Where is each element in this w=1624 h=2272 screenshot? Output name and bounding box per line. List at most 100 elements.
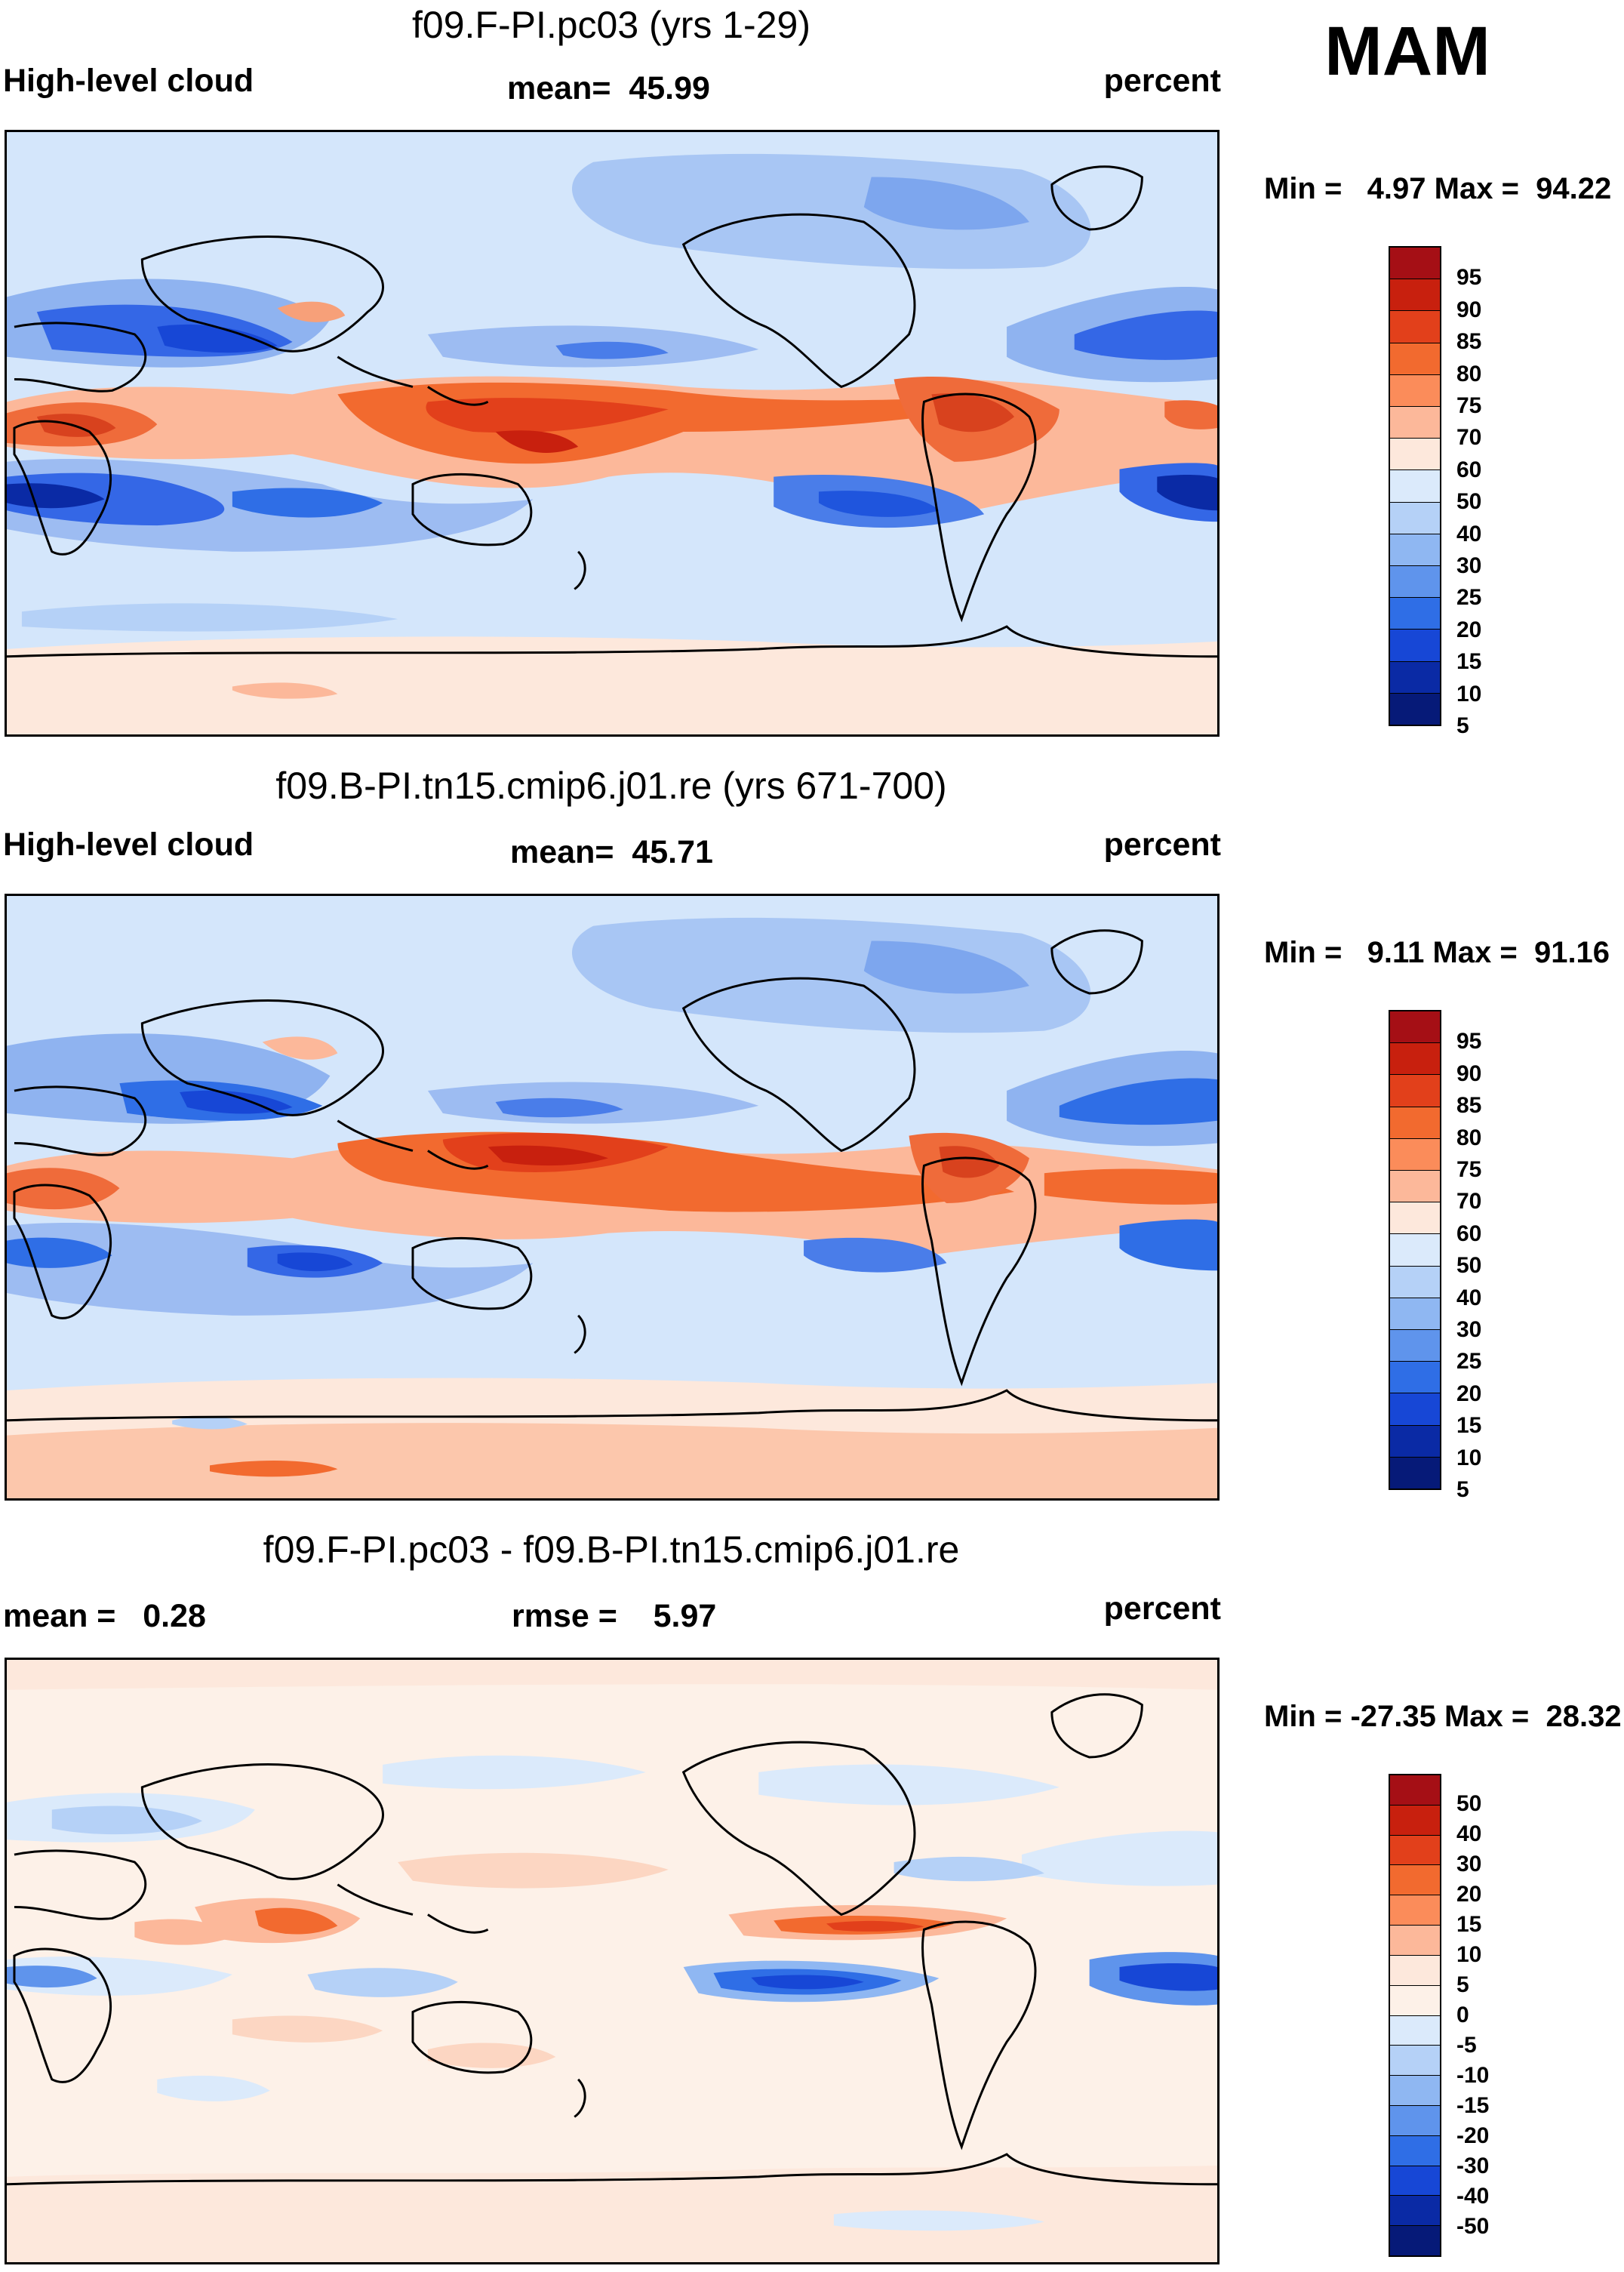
colorbar-label: 0 (1456, 2003, 1469, 2027)
colorbar-swatch (1390, 279, 1440, 312)
panel-2-units-label: percent (1103, 827, 1221, 863)
panel-2-minmax: Min = 9.11 Max = 91.16 (1264, 936, 1610, 969)
colorbar-label: 85 (1456, 329, 1482, 355)
panel-3-rmse-label: rmse = 5.97 (512, 1598, 717, 1634)
colorbar-label: -10 (1456, 2063, 1490, 2088)
colorbar-label: -5 (1456, 2033, 1477, 2058)
colorbar-swatch (1390, 248, 1440, 280)
colorbar-swatch (1390, 1107, 1440, 1139)
panel-1-colorbar-labels: 95 90 85 80 75 70 60 50 40 30 25 20 15 10 5 (1456, 246, 1524, 737)
colorbar-swatch (1390, 1266, 1440, 1298)
colorbar-label: 40 (1456, 521, 1482, 546)
panel-2-mean-label: mean= 45.71 (510, 834, 713, 870)
colorbar-swatch (1390, 630, 1440, 662)
colorbar-label: 5 (1456, 713, 1469, 738)
colorbar-label: 20 (1456, 1381, 1482, 1406)
colorbar-label: -50 (1456, 2214, 1490, 2239)
colorbar-swatch (1390, 1234, 1440, 1267)
colorbar-swatch (1390, 2015, 1440, 2046)
colorbar-swatch (1390, 374, 1440, 408)
colorbar-label: 90 (1456, 297, 1482, 322)
colorbar-label: 75 (1456, 393, 1482, 418)
colorbar-swatch (1390, 2196, 1440, 2227)
colorbar-label: 15 (1456, 1912, 1482, 1937)
colorbar-label: 30 (1456, 1317, 1482, 1342)
colorbar-swatch (1390, 2135, 1440, 2166)
panel-1-variable-label: High-level cloud (3, 63, 254, 99)
colorbar-swatch (1390, 1926, 1440, 1956)
colorbar-swatch (1390, 1865, 1440, 1896)
colorbar-swatch (1390, 2076, 1440, 2106)
colorbar-swatch (1390, 1955, 1440, 1986)
panel-3-contour-field (7, 1660, 1217, 2262)
colorbar-label: -15 (1456, 2093, 1490, 2118)
colorbar-swatch (1390, 1011, 1440, 1044)
colorbar-label: 75 (1456, 1157, 1482, 1182)
colorbar-label: 50 (1456, 1253, 1482, 1279)
panel-1-minmax: Min = 4.97 Max = 94.22 (1264, 172, 1612, 205)
colorbar-swatch (1390, 1457, 1440, 1489)
colorbar-swatch (1390, 1171, 1440, 1203)
colorbar-swatch (1390, 502, 1440, 534)
panel-2-map (5, 894, 1220, 1501)
panel-2-colorbar (1389, 1010, 1441, 1490)
colorbar-label: 80 (1456, 361, 1482, 386)
colorbar-label: 5 (1456, 1477, 1469, 1502)
panel-3-units-label: percent (1103, 1590, 1221, 1627)
colorbar-label: 95 (1456, 1029, 1482, 1054)
colorbar-label: 25 (1456, 585, 1482, 611)
colorbar-label: 80 (1456, 1125, 1482, 1150)
panel-1-contour-field (7, 132, 1217, 734)
colorbar-label: 25 (1456, 1349, 1482, 1375)
colorbar-swatch (1390, 1075, 1440, 1107)
colorbar-swatch (1390, 1425, 1440, 1458)
colorbar-label: 10 (1456, 1445, 1482, 1470)
colorbar-swatch (1390, 1362, 1440, 1394)
colorbar-label: 15 (1456, 649, 1482, 675)
panel-3-colorbar-labels: 50 40 30 20 15 10 5 0 -5 -10 -15 -20 -30 -40 -50 (1456, 1774, 1524, 2257)
colorbar-swatch (1390, 1805, 1440, 1836)
colorbar-label: 60 (1456, 1221, 1482, 1246)
colorbar-swatch (1390, 1202, 1440, 1235)
colorbar-label: 50 (1456, 489, 1482, 515)
panel-1-map (5, 130, 1220, 737)
colorbar-swatch (1390, 1330, 1440, 1362)
panel-1-mean-label: mean= 45.99 (507, 70, 710, 106)
colorbar-label: -40 (1456, 2184, 1490, 2209)
colorbar-label: 20 (1456, 1882, 1482, 1907)
colorbar-label: 95 (1456, 265, 1482, 291)
colorbar-swatch (1390, 2166, 1440, 2197)
colorbar-label: 20 (1456, 617, 1482, 642)
colorbar-label: 10 (1456, 1942, 1482, 1967)
colorbar-label: 70 (1456, 1189, 1482, 1215)
colorbar-swatch (1390, 470, 1440, 503)
colorbar-swatch (1390, 1775, 1440, 1806)
colorbar-label: 70 (1456, 425, 1482, 451)
colorbar-swatch (1390, 343, 1440, 375)
colorbar-swatch (1390, 1393, 1440, 1426)
colorbar-swatch (1390, 566, 1440, 599)
colorbar-swatch (1390, 1043, 1440, 1076)
colorbar-swatch (1390, 1895, 1440, 1926)
colorbar-label: 50 (1456, 1791, 1482, 1816)
colorbar-label: 40 (1456, 1285, 1482, 1310)
colorbar-swatch (1390, 1298, 1440, 1331)
panel-3-title: f09.F-PI.pc03 - f09.B-PI.tn15.cmip6.j01.… (263, 1529, 960, 1571)
colorbar-swatch (1390, 311, 1440, 343)
colorbar-swatch (1390, 661, 1440, 694)
colorbar-swatch (1390, 407, 1440, 439)
colorbar-swatch (1390, 2046, 1440, 2077)
panel-3-mean-label: mean = 0.28 (3, 1598, 206, 1634)
colorbar-label: 30 (1456, 553, 1482, 578)
colorbar-swatch (1390, 1835, 1440, 1866)
colorbar-swatch (1390, 2226, 1440, 2255)
colorbar-swatch (1390, 1138, 1440, 1171)
colorbar-swatch (1390, 534, 1440, 567)
colorbar-label: 90 (1456, 1061, 1482, 1086)
colorbar-label: 60 (1456, 457, 1482, 482)
colorbar-label: 15 (1456, 1413, 1482, 1439)
colorbar-label: 5 (1456, 1972, 1469, 1997)
panel-2-title: f09.B-PI.tn15.cmip6.j01.re (yrs 671-700) (275, 765, 947, 807)
panel-1-units-label: percent (1103, 63, 1221, 99)
colorbar-label: 30 (1456, 1852, 1482, 1876)
